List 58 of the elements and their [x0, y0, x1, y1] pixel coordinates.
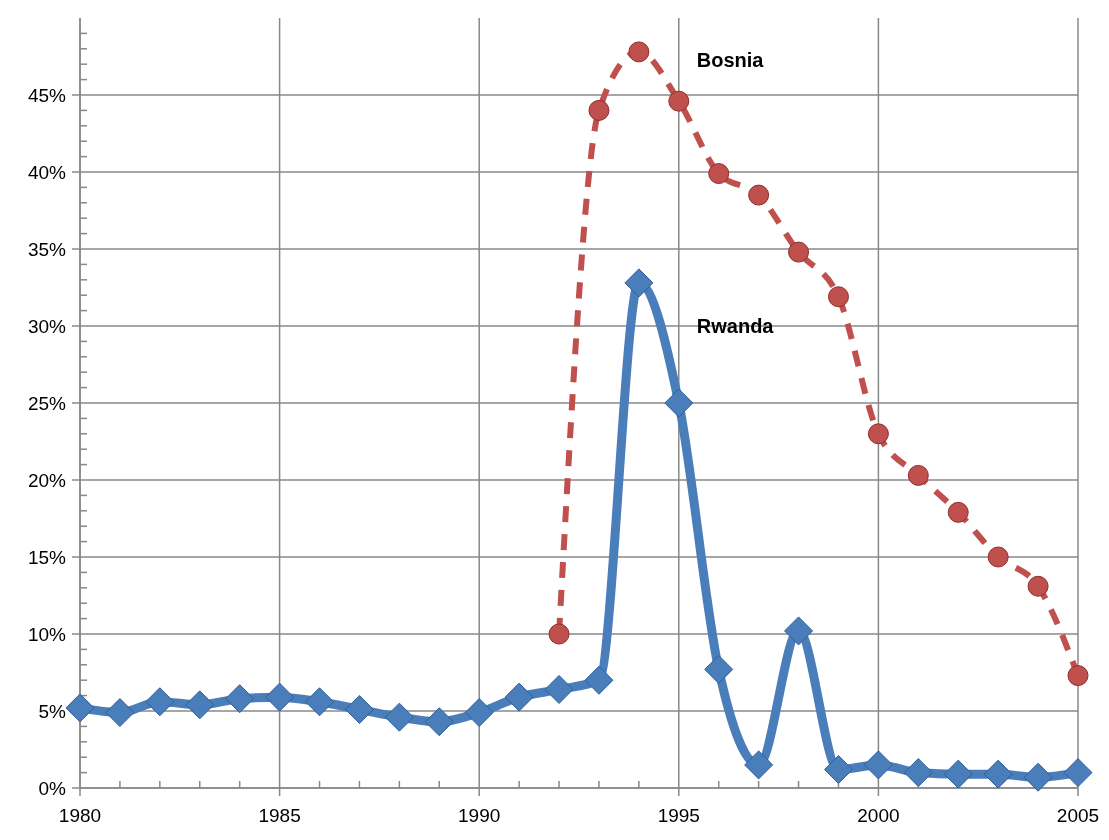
- point: [1023, 762, 1053, 792]
- point: [664, 388, 694, 418]
- point: [105, 698, 135, 728]
- point: [544, 674, 574, 704]
- y-tick-label: 10%: [27, 623, 67, 645]
- y-tick-label: 0%: [38, 777, 67, 799]
- point: [424, 707, 454, 737]
- y-tick-label: 45%: [27, 84, 67, 106]
- point: [867, 423, 889, 445]
- point: [987, 546, 1009, 568]
- x-tick-label: 2000: [857, 805, 900, 826]
- point: [907, 464, 929, 486]
- point: [65, 693, 95, 723]
- y-tick-label: 35%: [27, 238, 67, 260]
- x-tick-label: 1990: [458, 805, 501, 826]
- point: [588, 99, 610, 121]
- point: [464, 698, 494, 728]
- point: [265, 682, 295, 712]
- point: [584, 665, 614, 695]
- point: [943, 759, 973, 789]
- point: [344, 694, 374, 724]
- point: [708, 163, 730, 185]
- y-tick-label: 30%: [27, 315, 67, 337]
- point: [748, 184, 770, 206]
- point: [784, 616, 814, 646]
- x-tick-label: 1995: [657, 805, 700, 826]
- point: [744, 750, 774, 780]
- x-tick-label: 1985: [258, 805, 301, 826]
- point: [548, 623, 570, 645]
- y-tick-label: 15%: [27, 546, 67, 568]
- point: [384, 702, 414, 732]
- point: [788, 241, 810, 263]
- point: [305, 687, 335, 717]
- point: [225, 684, 255, 714]
- y-tick-label: 5%: [38, 700, 67, 722]
- point: [903, 758, 933, 788]
- point: [624, 268, 654, 298]
- point: [863, 750, 893, 780]
- point: [185, 690, 215, 720]
- point: [1027, 575, 1049, 597]
- point: [668, 90, 690, 112]
- point: [504, 682, 534, 712]
- point: [628, 41, 650, 63]
- series-label: Bosnia: [696, 48, 765, 71]
- series-label: Rwanda: [696, 314, 775, 337]
- point: [1067, 665, 1089, 687]
- y-tick-label: 40%: [27, 161, 67, 183]
- point: [947, 501, 969, 523]
- point: [1063, 758, 1093, 788]
- point: [823, 755, 853, 785]
- point: [704, 654, 734, 684]
- x-tick-label: 1980: [58, 805, 102, 826]
- y-tick-label: 25%: [27, 392, 67, 414]
- point: [145, 687, 175, 717]
- point: [827, 286, 849, 308]
- y-tick-label: 20%: [27, 469, 67, 491]
- point: [983, 759, 1013, 789]
- x-tick-label: 2005: [1056, 805, 1100, 826]
